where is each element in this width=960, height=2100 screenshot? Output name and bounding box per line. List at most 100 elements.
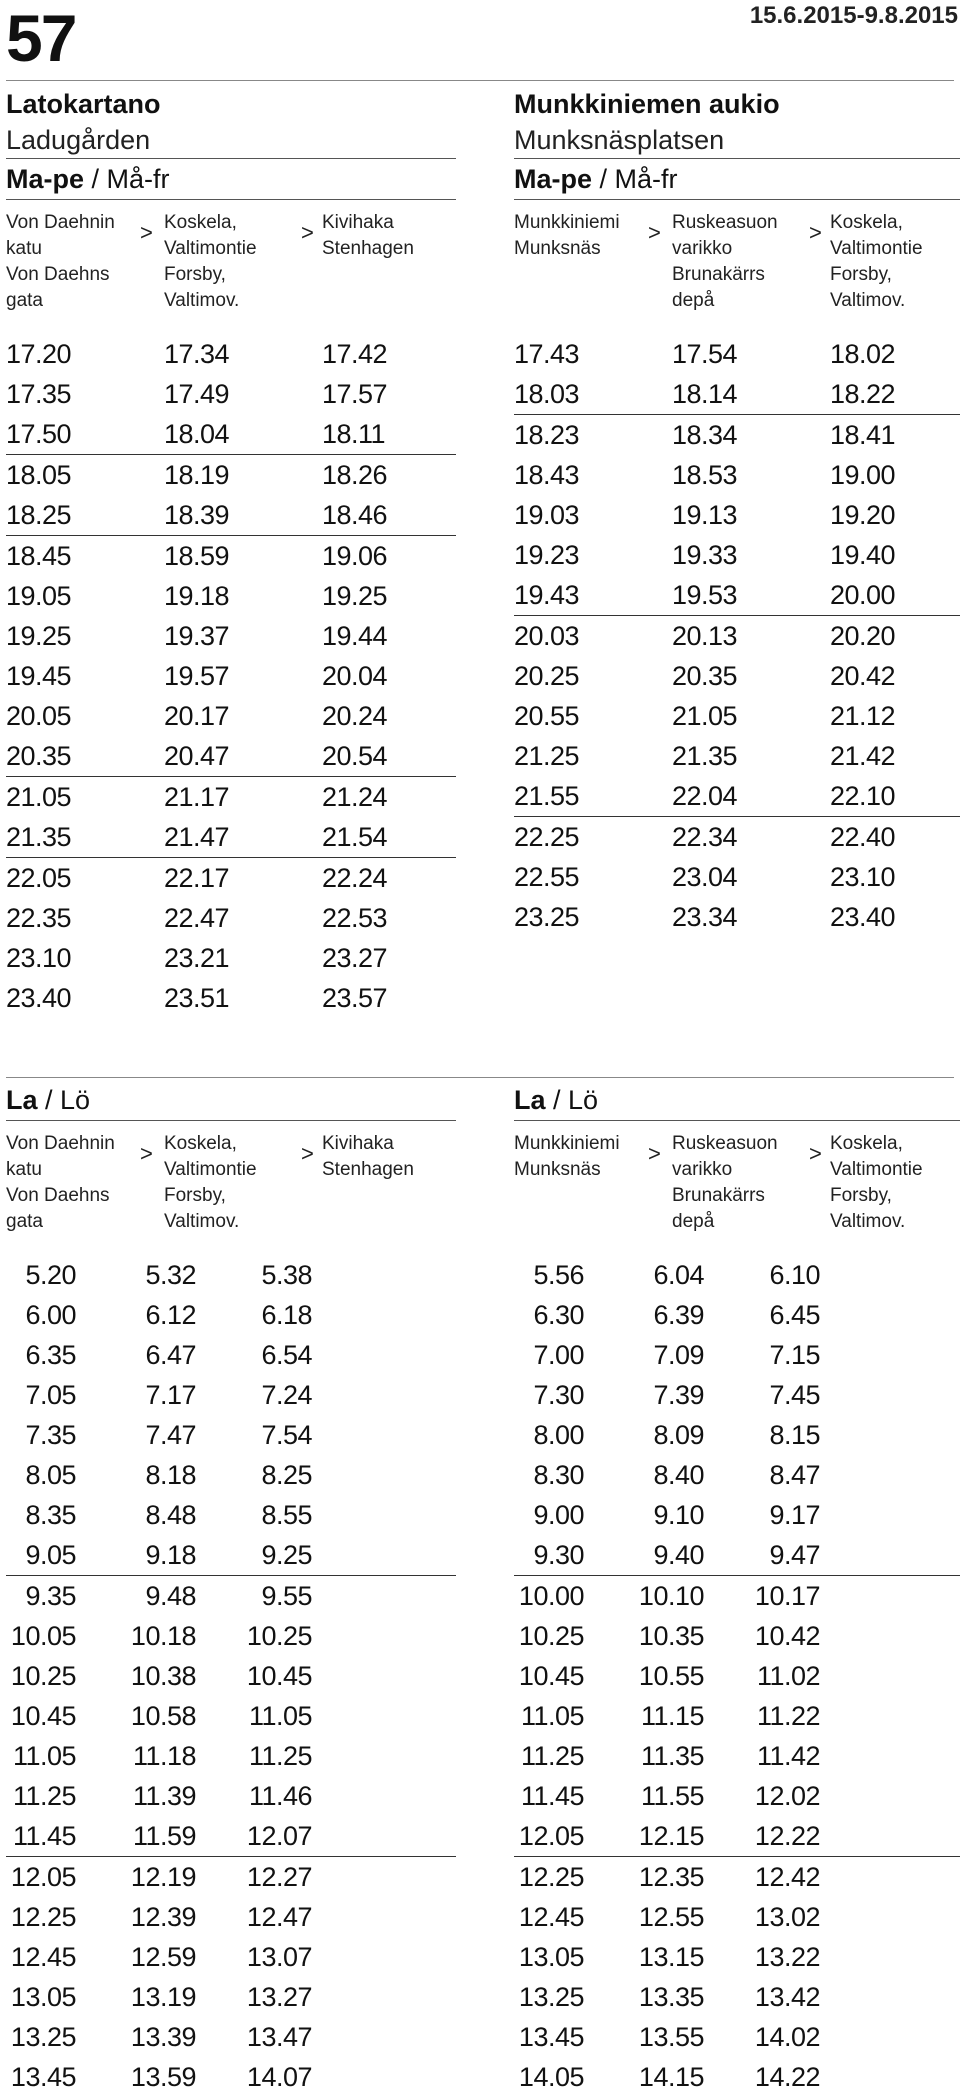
departure-time: 19.44 xyxy=(322,621,388,651)
table-row: 22.55 23.04 23.10 xyxy=(514,857,960,897)
departure-time: 22.10 xyxy=(830,781,896,811)
table-row: 13.05 13.15 13.22 xyxy=(514,1937,960,1977)
departure-time: 14.07 xyxy=(246,2062,313,2092)
column-header-line: Forsby, xyxy=(830,264,892,285)
departure-time: 23.27 xyxy=(322,943,388,973)
departure-time: 11.25 xyxy=(248,1741,313,1771)
departure-time: 13.19 xyxy=(130,1982,197,2012)
timetable-saturday-right: 5.56 6.04 6.10 6.30 6.39 6.45 7.00 7.09 7.15 7.30… xyxy=(514,1255,960,2097)
departure-time: 13.35 xyxy=(638,1982,705,2012)
day-fi: La xyxy=(514,1085,546,1115)
departure-time: 13.42 xyxy=(754,1982,821,2012)
departure-time: 9.47 xyxy=(769,1540,820,1570)
departure-time: 12.02 xyxy=(754,1781,821,1811)
day-separator: / xyxy=(84,164,107,194)
departure-time: 17.42 xyxy=(322,339,388,369)
direction-arrow: > xyxy=(809,1141,822,1166)
column-header-line: Valtimontie xyxy=(830,1159,923,1180)
column-header-line: Forsby, xyxy=(830,1185,892,1206)
departure-time: 8.47 xyxy=(769,1460,820,1490)
departure-time: 7.47 xyxy=(145,1420,196,1450)
departure-time: 6.04 xyxy=(653,1260,704,1290)
departure-time: 10.18 xyxy=(130,1621,197,1651)
table-row: 8.00 8.09 8.15 xyxy=(514,1415,960,1455)
departure-time: 14.05 xyxy=(518,2062,585,2092)
column-header: Koskela, Valtimontie Forsby, Valtimov. xyxy=(164,210,257,314)
departure-time: 5.56 xyxy=(533,1260,584,1290)
departure-time: 21.35 xyxy=(6,822,72,852)
departure-time: 11.59 xyxy=(132,1821,197,1851)
departure-time: 10.10 xyxy=(638,1581,705,1611)
departure-time: 6.10 xyxy=(769,1260,820,1290)
departure-time: 22.24 xyxy=(322,863,388,893)
table-row: 5.56 6.04 6.10 xyxy=(514,1255,960,1295)
departure-time: 18.46 xyxy=(322,500,388,530)
table-row: 7.35 7.47 7.54 xyxy=(6,1415,456,1455)
table-row: 21.55 22.04 22.10 xyxy=(514,776,960,817)
departure-time: 6.00 xyxy=(25,1300,76,1330)
departure-time: 10.38 xyxy=(130,1661,197,1691)
departure-time: 12.59 xyxy=(130,1942,197,1972)
column-header-line: katu xyxy=(6,1159,42,1180)
departure-time: 18.02 xyxy=(830,339,896,369)
departure-time: 12.25 xyxy=(518,1862,585,1892)
departure-time: 19.45 xyxy=(6,661,72,691)
departure-time: 6.12 xyxy=(145,1300,196,1330)
departure-time: 8.09 xyxy=(653,1420,704,1450)
departure-time: 10.45 xyxy=(10,1701,77,1731)
departure-time: 18.25 xyxy=(6,500,72,530)
departure-time: 13.25 xyxy=(518,1982,585,2012)
departure-time: 21.42 xyxy=(830,741,896,771)
departure-time: 21.35 xyxy=(672,741,738,771)
table-row: 7.00 7.09 7.15 xyxy=(514,1335,960,1375)
column-header-line: Von Daehnin xyxy=(6,212,115,233)
departure-time: 19.25 xyxy=(322,581,388,611)
table-row: 10.45 10.58 11.05 xyxy=(6,1696,456,1736)
table-row: 19.05 19.18 19.25 xyxy=(6,576,456,616)
departure-time: 13.55 xyxy=(638,2022,705,2052)
departure-time: 10.17 xyxy=(754,1581,821,1611)
departure-time: 12.25 xyxy=(10,1902,77,1932)
table-row: 8.30 8.40 8.47 xyxy=(514,1455,960,1495)
departure-time: 20.55 xyxy=(514,701,580,731)
table-row: 12.45 12.55 13.02 xyxy=(514,1897,960,1937)
departure-time: 7.17 xyxy=(145,1380,196,1410)
column-header-line: Brunakärrs xyxy=(672,1185,765,1206)
departure-time: 18.23 xyxy=(514,420,580,450)
column-header-line: Valtimontie xyxy=(164,238,257,259)
column-header-line: Valtimontie xyxy=(830,238,923,259)
departure-time: 7.30 xyxy=(533,1380,584,1410)
departure-time: 9.05 xyxy=(25,1540,76,1570)
departure-time: 19.23 xyxy=(514,540,580,570)
table-row: 13.45 13.55 14.02 xyxy=(514,2017,960,2057)
departure-time: 12.19 xyxy=(130,1862,197,1892)
departure-time: 13.05 xyxy=(518,1942,585,1972)
departure-time: 9.48 xyxy=(145,1581,196,1611)
departure-time: 18.45 xyxy=(6,541,72,571)
departure-time: 22.34 xyxy=(672,822,738,852)
departure-time: 23.40 xyxy=(830,902,896,932)
departure-time: 8.18 xyxy=(145,1460,196,1490)
stop-name-sv: Ladugården xyxy=(6,125,151,155)
departure-time: 20.03 xyxy=(514,621,580,651)
departure-time: 22.17 xyxy=(164,863,230,893)
column-header-line: Brunakärrs xyxy=(672,264,765,285)
departure-time: 21.05 xyxy=(672,701,738,731)
timetable-weekday-left: 17.20 17.34 17.42 17.35 17.49 17.57 17.50 18.04… xyxy=(6,334,456,1018)
departure-time: 14.22 xyxy=(754,2062,821,2092)
column-header-line: Valtimontie xyxy=(164,1159,257,1180)
saturday-left-section: La / Lö Von Daehnin katu Von Daehns gata Kos… xyxy=(6,1080,456,2097)
direction-arrow: > xyxy=(301,1141,314,1166)
stop-name-sv: Munksnäsplatsen xyxy=(514,125,725,155)
departure-time: 11.39 xyxy=(132,1781,197,1811)
departure-time: 12.42 xyxy=(754,1862,821,1892)
day-label-weekday: Ma-pe / Må-fr xyxy=(6,158,456,200)
departure-time: 11.05 xyxy=(248,1701,313,1731)
timetable-saturday-left: 5.20 5.32 5.38 6.00 6.12 6.18 6.35 6.47 6.54 7.05… xyxy=(6,1255,456,2097)
departure-time: 6.54 xyxy=(261,1340,312,1370)
departure-time: 21.17 xyxy=(164,782,230,812)
day-separator: / xyxy=(592,164,615,194)
departure-time: 22.40 xyxy=(830,822,896,852)
departure-time: 13.22 xyxy=(754,1942,821,1972)
table-row: 11.45 11.55 12.02 xyxy=(514,1776,960,1816)
